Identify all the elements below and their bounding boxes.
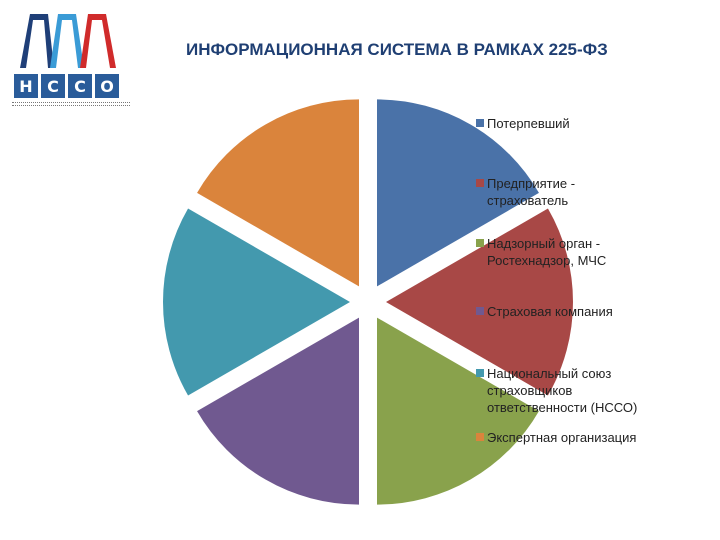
- pie-slice: [386, 208, 574, 396]
- legend-label: Ростехнадзор, МЧС: [487, 253, 606, 268]
- logo-letter: Н: [14, 74, 38, 98]
- legend-label: Экспертная организация: [487, 430, 636, 445]
- pie-slice: [197, 99, 359, 287]
- logo-letter: С: [41, 74, 65, 98]
- legend-label: Надзорный орган -: [487, 236, 600, 251]
- pie-slice: [197, 317, 359, 505]
- legend-swatch: [476, 307, 484, 315]
- logo-letters: Н С С О: [14, 74, 119, 98]
- page-title: ИНФОРМАЦИОННАЯ СИСТЕМА В РАМКАХ 225-ФЗ: [186, 40, 608, 59]
- logo-letter: О: [95, 74, 119, 98]
- pie-slices: [163, 99, 574, 505]
- legend-label: Страховая компания: [487, 304, 613, 319]
- pie-slice: [163, 208, 350, 396]
- logo-letter: С: [68, 74, 92, 98]
- legend-label: Национальный союз: [487, 366, 611, 381]
- nsso-logo: Н С С О: [10, 12, 130, 106]
- legend-label: ответственности (НССО): [487, 400, 637, 415]
- legend-swatch: [476, 179, 484, 187]
- legend-swatch: [476, 239, 484, 247]
- legend-label: страховщиков: [487, 383, 572, 398]
- legend-swatch: [476, 119, 484, 127]
- pie-slice: [377, 99, 539, 287]
- pie-slice: [377, 317, 539, 505]
- chart-legend: Потерпевший Предприятие - страхователь Надз…: [476, 116, 637, 445]
- legend-swatch: [476, 369, 484, 377]
- legend-label: Потерпевший: [487, 116, 570, 131]
- legend-label: страхователь: [487, 193, 568, 208]
- legend-label: Предприятие -: [487, 176, 575, 191]
- logo-caption-decoration: [12, 102, 130, 106]
- legend-swatch: [476, 433, 484, 441]
- logo-flags-icon: [20, 14, 116, 68]
